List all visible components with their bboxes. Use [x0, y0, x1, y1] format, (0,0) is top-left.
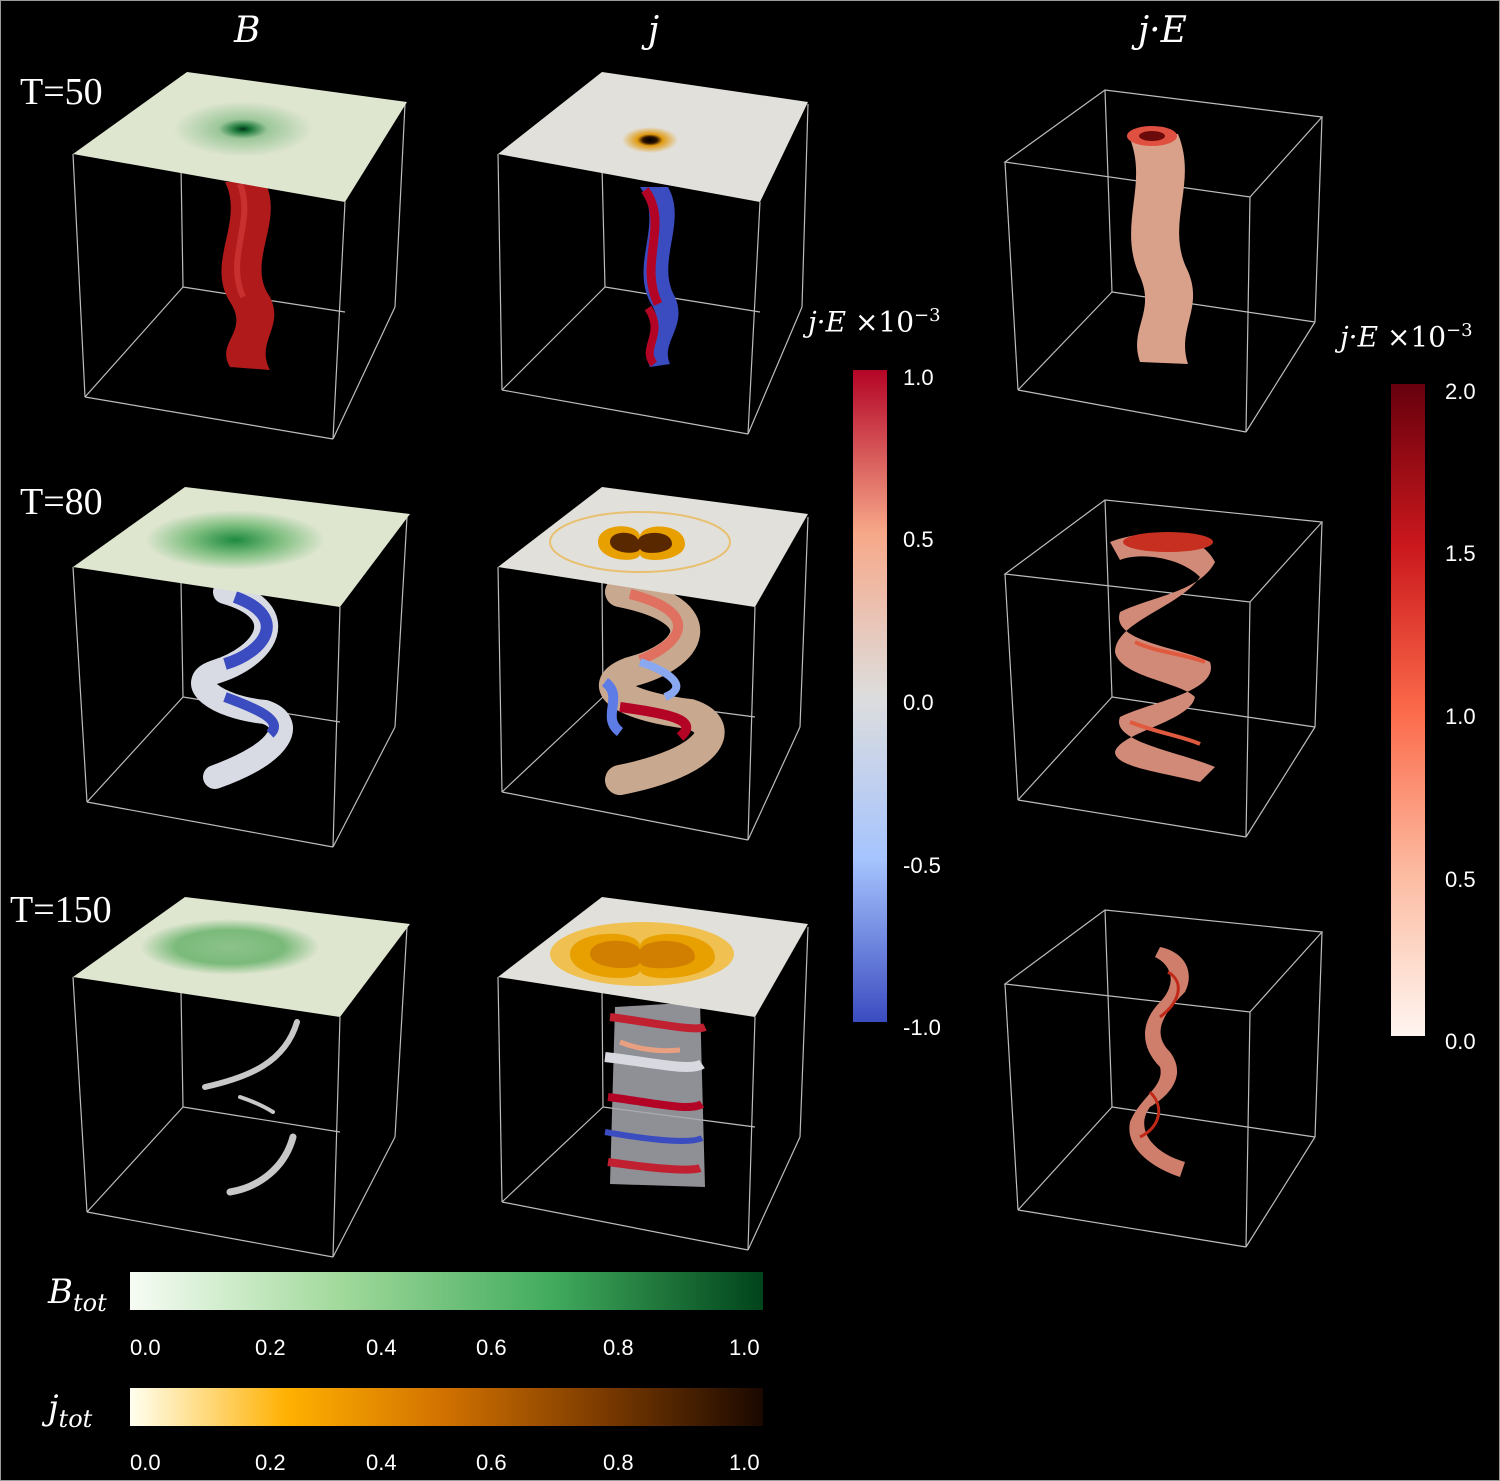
- row-header-t80: T=80: [20, 481, 103, 523]
- colorbar-btot-label: Btot: [48, 1272, 107, 1317]
- colorbar-je-gradient: [1391, 384, 1425, 1036]
- colorbar-btot-tick: 0.6: [476, 1335, 507, 1360]
- panel-b-t50: [65, 72, 425, 452]
- colorbar-jtot-tick: 0.4: [366, 1450, 397, 1475]
- colorbar-btot-tick: 0.8: [603, 1335, 634, 1360]
- colorbar-je-tick: 0.5: [1445, 867, 1476, 892]
- colorbar-j-tick: 0.0: [903, 690, 934, 715]
- colorbar-je-tick: 1.0: [1445, 704, 1476, 729]
- panel-j-t50: [490, 72, 850, 452]
- colorbar-je-tick-min: 0.0: [1445, 1029, 1476, 1054]
- colorbar-jtot-tick: 0.0: [130, 1450, 161, 1475]
- colorbar-jtot-tick: 1.0: [729, 1450, 760, 1475]
- row-header-t50: T=50: [20, 71, 103, 113]
- colorbar-btot-tick: 1.0: [729, 1335, 760, 1360]
- colorbar-j-tick-max: 1.0: [903, 365, 934, 390]
- colorbar-btot-tick: 0.0: [130, 1335, 161, 1360]
- colorbar-je-title: j·E ×10−3: [1340, 320, 1473, 354]
- colorbar-btot-tick: 0.4: [366, 1335, 397, 1360]
- colorbar-jtot-tick: 0.2: [255, 1450, 286, 1475]
- row-header-t150: T=150: [10, 889, 112, 931]
- panel-je-t80: [1000, 482, 1360, 862]
- colorbar-j-tick: 0.5: [903, 527, 934, 552]
- colorbar-jtot-tick: 0.6: [476, 1450, 507, 1475]
- colorbar-je-tick: 1.5: [1445, 541, 1476, 566]
- panel-j-t150: [490, 892, 850, 1272]
- colorbar-j-gradient: [853, 370, 887, 1022]
- column-header-j: j: [648, 10, 660, 51]
- colorbar-j-title: j·E ×10−3: [808, 305, 941, 339]
- colorbar-je-tick-max: 2.0: [1445, 379, 1476, 404]
- colorbar-jtot-tick: 0.8: [603, 1450, 634, 1475]
- colorbar-jtot-gradient: [130, 1388, 763, 1426]
- colorbar-btot-tick: 0.2: [255, 1335, 286, 1360]
- colorbar-j-tick: -0.5: [903, 853, 941, 878]
- panel-b-t80: [65, 482, 425, 862]
- panel-je-t150: [1000, 892, 1360, 1272]
- column-header-je: j·E: [1138, 10, 1187, 51]
- panel-b-t150: [65, 892, 425, 1272]
- panel-j-t80: [490, 482, 850, 862]
- column-header-b: B: [234, 10, 261, 51]
- colorbar-btot-gradient: [130, 1272, 763, 1310]
- colorbar-j-tick-min: -1.0: [903, 1015, 941, 1040]
- colorbar-jtot-label: jtot: [48, 1388, 93, 1433]
- panel-je-t50: [1000, 72, 1360, 452]
